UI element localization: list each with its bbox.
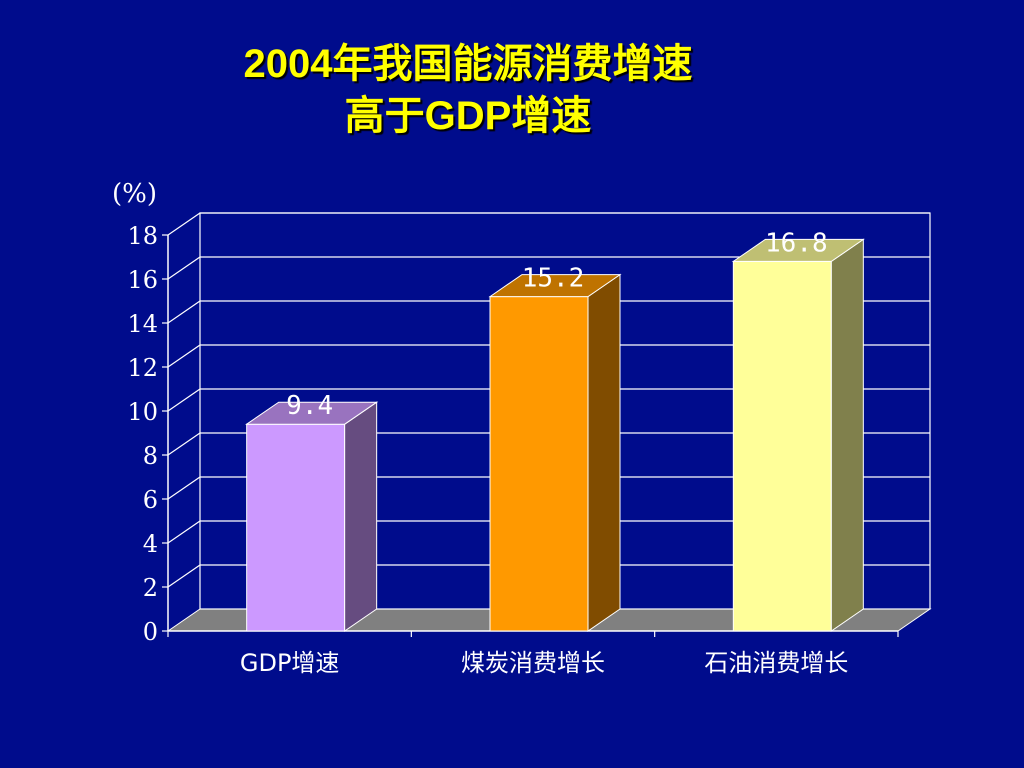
y-tick-label: 12 bbox=[127, 354, 158, 382]
data-label: 15.2 bbox=[522, 264, 585, 294]
bar-front bbox=[732, 260, 832, 632]
chart-title: 2004年我国能源消费增速 高于GDP增速 bbox=[0, 38, 936, 142]
data-label: 16.8 bbox=[765, 228, 828, 258]
bar-side bbox=[587, 273, 621, 632]
y-axis-unit-label: (%) bbox=[112, 179, 157, 209]
x-tick-label: GDP增速 bbox=[240, 649, 340, 677]
chart-title-line-2: 高于GDP增速 bbox=[344, 94, 592, 138]
y-tick-label: 14 bbox=[127, 310, 158, 338]
y-tick-label: 4 bbox=[143, 530, 158, 558]
bar-top bbox=[488, 274, 622, 298]
data-label: 9.4 bbox=[286, 391, 333, 421]
y-tick-label: 16 bbox=[127, 266, 158, 294]
y-tick-label: 18 bbox=[127, 222, 158, 250]
x-tick-label: 石油消费增长 bbox=[704, 649, 848, 677]
y-tick-label: 2 bbox=[143, 574, 158, 602]
chart-title-line-1: 2004年我国能源消费增速 bbox=[243, 42, 693, 86]
x-tick-label: 煤炭消费增长 bbox=[461, 649, 605, 677]
y-tick-label: 10 bbox=[127, 398, 158, 426]
bar-side bbox=[830, 238, 864, 632]
y-tick-label: 8 bbox=[143, 442, 158, 470]
bar-top bbox=[731, 238, 865, 262]
y-tick-label: 0 bbox=[143, 618, 158, 646]
bar-front bbox=[246, 423, 346, 632]
bar-side bbox=[344, 401, 378, 632]
bar-top bbox=[245, 401, 379, 425]
bar-front bbox=[489, 296, 589, 632]
y-tick-label: 6 bbox=[143, 486, 158, 514]
